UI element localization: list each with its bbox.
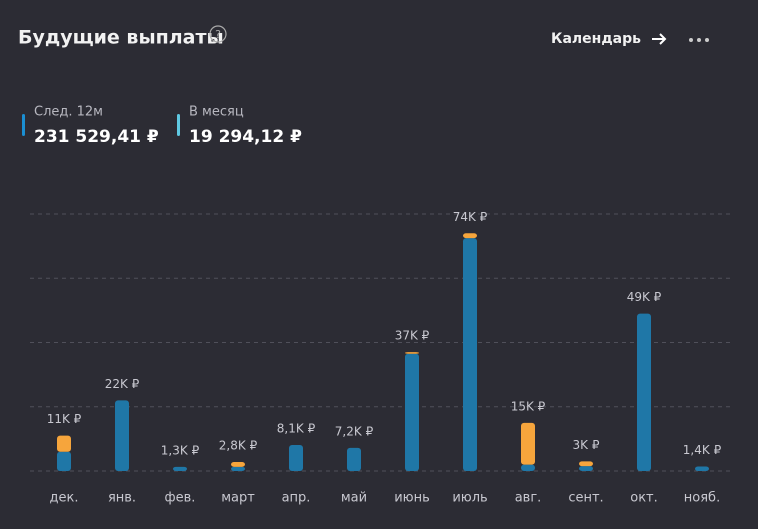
bar-segment: [695, 466, 709, 471]
widget-title: Будущие выплаты: [18, 27, 224, 49]
stat-indicator: [22, 114, 25, 136]
stat-label: В месяц: [189, 105, 244, 120]
x-tick-label: авг.: [515, 491, 542, 506]
value-label: 11K ₽: [47, 412, 82, 426]
value-label: 7,2K ₽: [335, 424, 374, 438]
x-tick-label: май: [341, 491, 367, 506]
value-label: 2,8K ₽: [219, 439, 258, 453]
x-tick-label: сент.: [568, 491, 603, 506]
bar-segment: [463, 238, 477, 471]
bar-segment: [231, 462, 245, 467]
stats: След. 12м 231 529,41 ₽ В месяц 19 294,12 ₽: [22, 105, 302, 147]
value-label: 49K ₽: [627, 290, 662, 304]
value-label: 74K ₽: [453, 210, 488, 224]
stat-label: След. 12м: [34, 105, 103, 120]
bar-segment: [405, 353, 419, 471]
x-tick-label: фев.: [165, 491, 196, 506]
bar-segment: [637, 313, 651, 471]
bar-segment: [173, 466, 187, 471]
value-label: 37K ₽: [395, 329, 430, 343]
value-label: 1,3K ₽: [161, 443, 200, 457]
value-label: 22K ₽: [105, 377, 140, 391]
bar-segment: [579, 466, 593, 471]
value-label: 15K ₽: [511, 399, 546, 413]
stat-value: 231 529,41 ₽: [34, 127, 159, 147]
value-label: 1,4K ₽: [683, 443, 722, 457]
stat-indicator: [177, 114, 180, 136]
x-tick-label: июль: [452, 491, 487, 506]
bar-segment: [57, 451, 71, 471]
x-tick-label: нояб.: [684, 491, 720, 506]
x-tick-label: янв.: [108, 491, 136, 506]
bar-segment: [405, 352, 419, 354]
x-tick-label: март: [221, 491, 255, 506]
stat-value: 19 294,12 ₽: [189, 127, 302, 147]
bar-segment: [347, 447, 361, 471]
calendar-link[interactable]: Календарь: [551, 31, 641, 47]
bar-segment: [521, 464, 535, 471]
bar-segment: [579, 461, 593, 467]
value-label: 3K ₽: [573, 438, 600, 452]
bar-segment: [231, 466, 245, 471]
help-text[interactable]: ?: [215, 28, 221, 41]
x-tick-label: дек.: [50, 491, 79, 506]
bar-segment: [289, 444, 303, 471]
more-menu[interactable]: [689, 38, 709, 42]
x-tick-label: июнь: [394, 491, 430, 506]
chart: 11K ₽ дек. 22K ₽ янв. 1,3K ₽ фев. 2,8K ₽ март 8,…: [30, 210, 731, 506]
value-label: 8,1K ₽: [277, 421, 316, 435]
arrow-icon[interactable]: [652, 33, 667, 45]
bar-segment: [115, 400, 129, 471]
help-icon[interactable]: [209, 25, 227, 43]
x-tick-label: апр.: [282, 491, 311, 506]
bar-segment: [521, 422, 535, 465]
bar-segment: [57, 435, 71, 452]
bar-segment: [463, 233, 477, 239]
x-tick-label: окт.: [630, 491, 658, 506]
